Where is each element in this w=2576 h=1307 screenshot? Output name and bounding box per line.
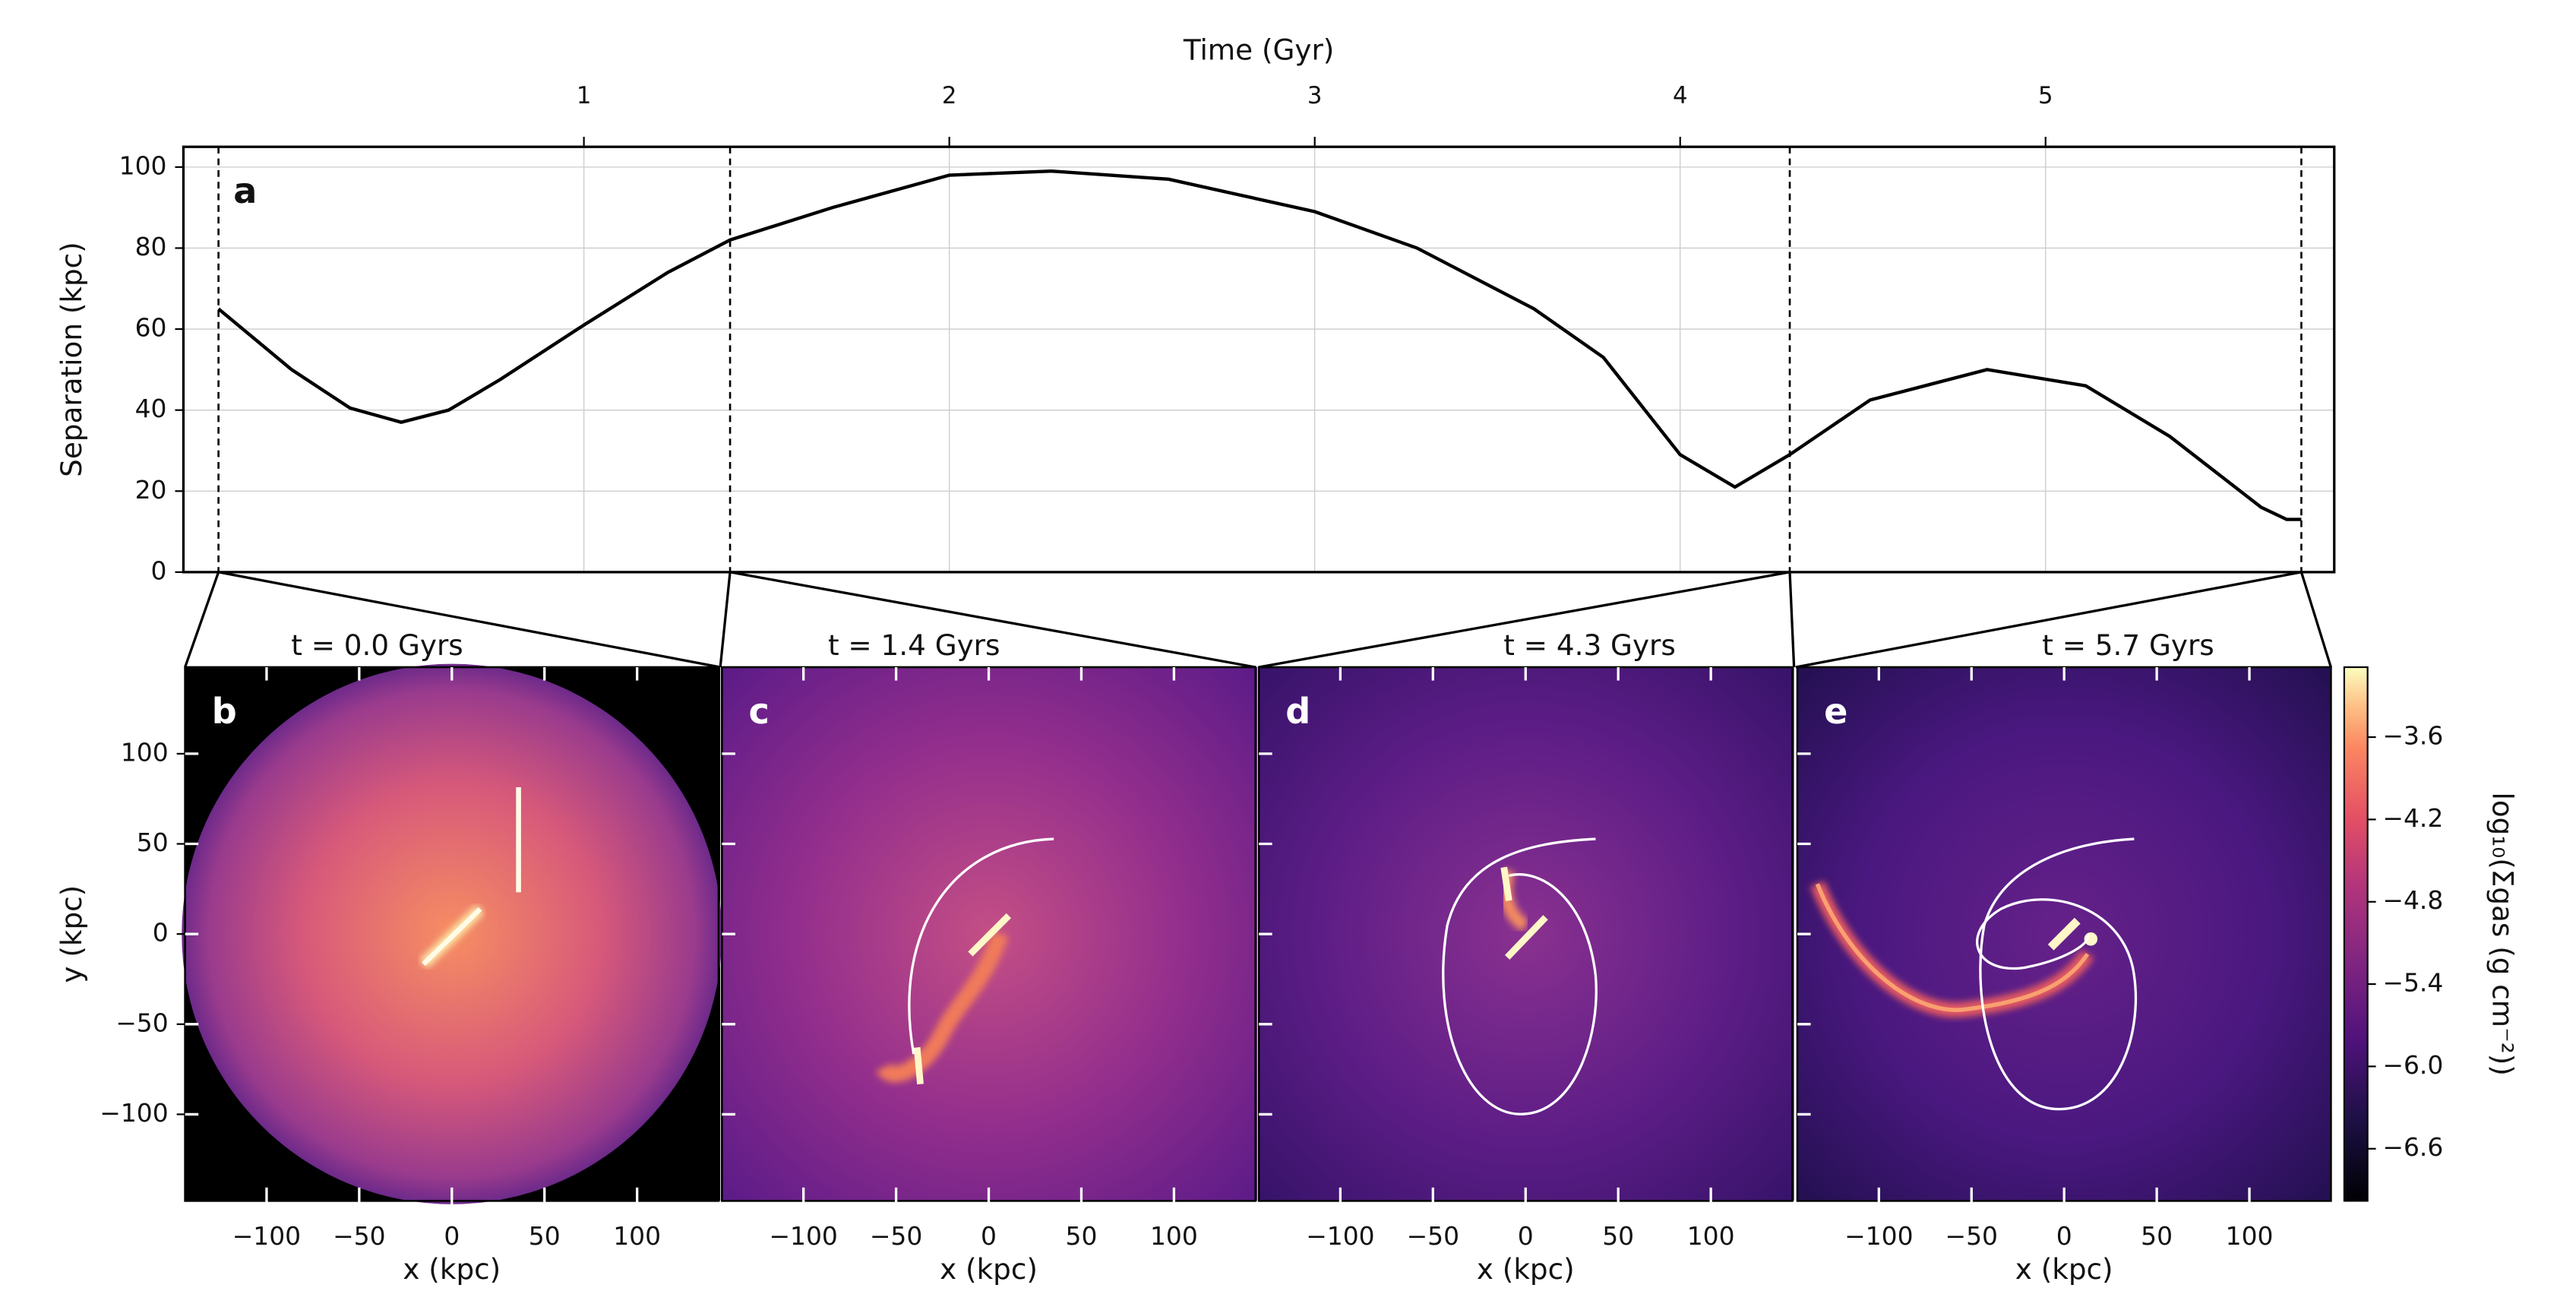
galaxy — [913, 1047, 924, 1085]
orbit — [908, 837, 1054, 1055]
colorbar-tick-label: −3.6 — [2382, 721, 2443, 751]
y-tick-label: 60 — [135, 313, 167, 343]
plot-frame — [182, 145, 2336, 574]
x-tick-label: −100 — [232, 1221, 301, 1251]
tidal-stream — [1815, 883, 2090, 1012]
y-tick-label: −100 — [100, 1098, 168, 1128]
x-tick-label: 4 — [1673, 82, 1688, 109]
panel-label: b — [212, 691, 237, 732]
panel-title: t = 0.0 Gyrs — [291, 628, 463, 662]
colorbar-tick-label: −6.0 — [2382, 1050, 2443, 1080]
connector — [729, 571, 1256, 669]
x-tick-label: −50 — [870, 1221, 922, 1251]
y-tick-label: 100 — [119, 150, 167, 180]
connector — [218, 571, 721, 669]
panel-title: t = 1.4 Gyrs — [828, 628, 1000, 662]
panel-label: e — [1824, 691, 1847, 732]
y-tick-label: 50 — [137, 828, 169, 857]
y-tick-label: −50 — [115, 1008, 168, 1037]
galaxy — [2047, 917, 2081, 951]
x-tick-label: −100 — [1844, 1221, 1913, 1251]
x-tick-label: 2 — [942, 82, 957, 109]
colorbar — [2343, 666, 2369, 1202]
x-tick-label: −50 — [1407, 1221, 1459, 1251]
x-tick-label: 100 — [1150, 1221, 1198, 1251]
x-tick-label: 0 — [1518, 1221, 1534, 1251]
galaxy — [1504, 915, 1548, 960]
galaxy — [1500, 866, 1512, 901]
x-axis-label: x (kpc) — [403, 1252, 501, 1286]
connector — [1258, 571, 1791, 669]
connector — [1788, 571, 1796, 668]
panel-images — [182, 663, 2331, 1204]
x-axis-label: Time (Gyr) — [1183, 33, 1335, 67]
x-axis-label: x (kpc) — [2015, 1252, 2113, 1286]
panel-label: a — [233, 170, 257, 211]
panel-title: t = 4.3 Gyrs — [1503, 628, 1676, 662]
connector — [184, 571, 220, 668]
separation-line — [217, 169, 2302, 521]
colorbar-tick-label: −5.4 — [2382, 968, 2443, 998]
x-tick-label: −50 — [333, 1221, 385, 1251]
x-tick-label: 0 — [2056, 1221, 2072, 1251]
y-axis-label: y (kpc) — [55, 885, 88, 983]
x-tick-label: 50 — [529, 1221, 561, 1251]
panel-label: c — [748, 691, 769, 732]
y-tick-label: 20 — [135, 475, 167, 505]
tidal-stream — [876, 931, 1009, 1083]
galaxy — [422, 907, 482, 967]
x-tick-label: 0 — [444, 1221, 460, 1251]
y-axis-label: Separation (kpc) — [55, 242, 88, 477]
x-tick-label: 3 — [1307, 82, 1323, 109]
x-axis-label: x (kpc) — [1477, 1252, 1575, 1286]
orbit — [1442, 837, 1598, 1116]
y-tick-label: 80 — [135, 232, 167, 261]
colorbar-tick-label: −4.2 — [2382, 803, 2443, 833]
x-tick-label: −100 — [1306, 1221, 1374, 1251]
y-tick-label: 0 — [153, 918, 169, 948]
colorbar-tick-label: −4.8 — [2382, 885, 2443, 915]
x-tick-label: 5 — [2038, 82, 2053, 109]
orbit — [1976, 837, 2138, 1111]
panel-label: d — [1285, 691, 1310, 732]
x-axis-label: x (kpc) — [940, 1252, 1038, 1286]
x-tick-label: −50 — [1945, 1221, 1998, 1251]
x-tick-label: 1 — [577, 82, 592, 109]
x-tick-label: 50 — [1602, 1221, 1634, 1251]
x-tick-label: 100 — [613, 1221, 661, 1251]
galaxy — [968, 913, 1011, 957]
connector — [1795, 571, 2302, 669]
colorbar-tick-label: −6.6 — [2382, 1132, 2443, 1162]
connector — [719, 571, 732, 668]
colorbar-label: log₁₀(Σgas (g cm⁻²)) — [2486, 792, 2520, 1075]
x-tick-label: 100 — [1687, 1221, 1735, 1251]
connector — [2299, 571, 2332, 668]
x-tick-label: 50 — [1066, 1221, 1098, 1251]
y-tick-label: 100 — [121, 737, 169, 767]
x-tick-label: 100 — [2226, 1221, 2274, 1251]
y-tick-label: 40 — [135, 394, 167, 423]
x-tick-label: −100 — [769, 1221, 837, 1251]
panel-title: t = 5.7 Gyrs — [2042, 628, 2214, 662]
y-tick-label: 0 — [151, 555, 167, 585]
x-tick-label: 0 — [981, 1221, 997, 1251]
x-tick-label: 50 — [2141, 1221, 2173, 1251]
